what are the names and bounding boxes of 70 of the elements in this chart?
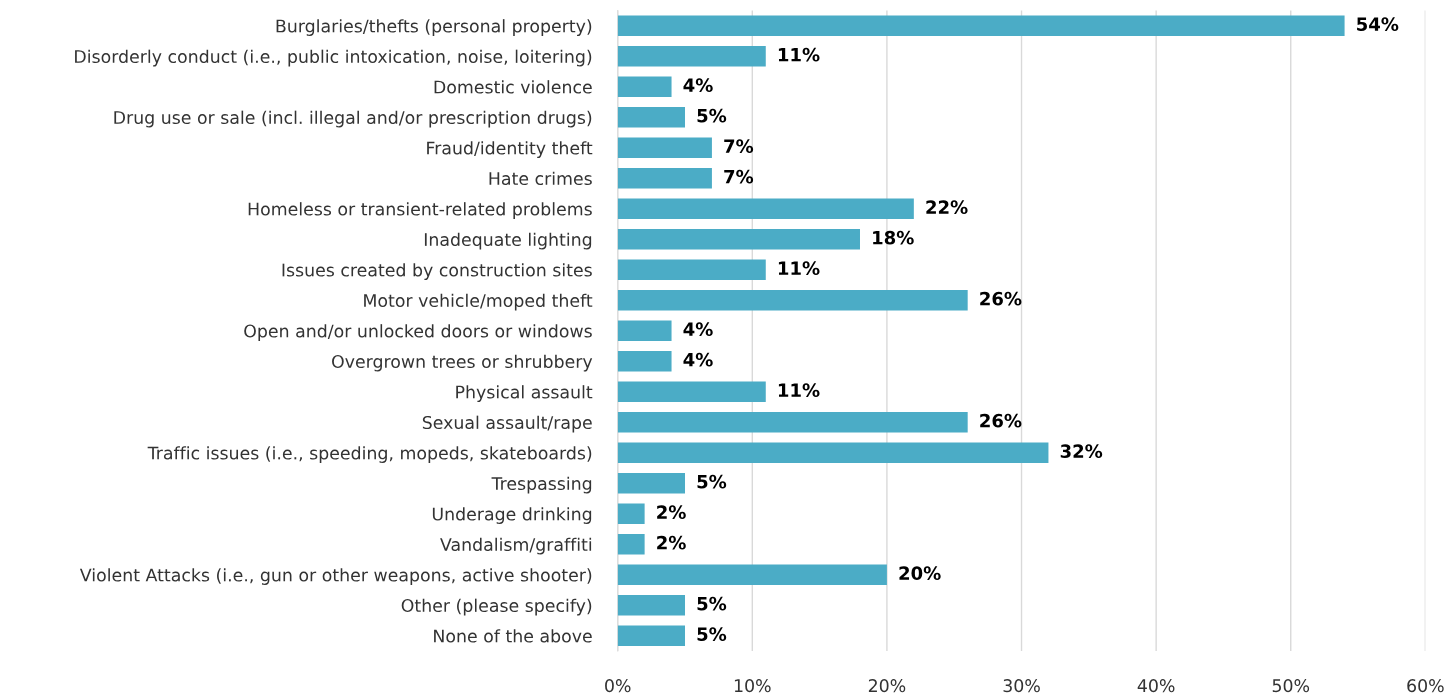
x-tick-label: 40% (1137, 679, 1175, 693)
y-tick-label: Domestic violence (434, 80, 592, 94)
data-label: 54% (1357, 17, 1399, 31)
data-label: 7% (724, 169, 754, 184)
x-tick-label: 60% (1407, 679, 1444, 693)
y-tick-label: Fraud/identity theft (427, 141, 593, 158)
data-label: 11% (778, 261, 820, 275)
bar (617, 442, 1049, 464)
x-tick-label: 50% (1272, 679, 1310, 693)
data-label: 7% (724, 139, 754, 153)
y-tick-label: Trespassing (491, 476, 592, 494)
bar (617, 472, 685, 494)
data-label: 18% (873, 230, 914, 245)
y-tick-label: Overgrown trees or shrubbery (332, 354, 593, 372)
bar (617, 381, 766, 403)
data-label: 5% (697, 596, 727, 611)
data-label: 11% (778, 47, 820, 62)
y-tick-label: Sexual assault/rape (422, 415, 592, 433)
bar (617, 533, 645, 555)
data-label: 11% (778, 383, 820, 397)
y-tick-label: Other (please specify) (401, 598, 592, 616)
y-tick-label: Motor vehicle/moped theft (364, 293, 593, 311)
y-tick-label: Homeless or transient-related problems (248, 202, 592, 219)
y-tick-label: Issues created by construction sites (282, 263, 592, 280)
data-label: 32% (1060, 444, 1103, 458)
data-label: 4% (683, 352, 713, 367)
y-tick-label: Drug use or sale (incl. illegal and/or prescription drugs) (114, 110, 592, 128)
bar (617, 350, 672, 372)
bar (617, 411, 968, 433)
bar (617, 76, 672, 98)
bar (617, 45, 766, 67)
bar (617, 198, 914, 220)
bar (617, 106, 685, 128)
x-tick-label: 0% (605, 679, 631, 693)
data-label: 20% (899, 566, 941, 580)
data-label: 4% (683, 78, 713, 92)
x-tick-label: 10% (734, 679, 771, 693)
y-tick-label: Violent Attacks (i.e., gun or other weapons, active shooter) (79, 568, 592, 585)
bar (617, 15, 1345, 37)
data-label: 22% (926, 200, 968, 214)
bar (617, 320, 672, 342)
x-tick-label: 20% (868, 679, 906, 693)
y-tick-label: Inadequate lighting (424, 232, 592, 250)
bar (617, 167, 712, 189)
y-tick-label: Burglaries/thefts (personal property) (276, 19, 592, 36)
y-tick-label: Underage drinking (432, 507, 592, 524)
data-label: 26% (980, 413, 1022, 428)
bar (617, 137, 712, 159)
bar (617, 259, 766, 281)
bar (617, 625, 685, 647)
data-label: 2% (657, 505, 686, 519)
bar (617, 289, 968, 311)
bar (617, 594, 685, 616)
y-tick-label: Disorderly conduct (i.e., public intoxication, noise, loitering) (75, 49, 592, 67)
y-tick-label: Open and/or unlocked doors or windows (244, 324, 592, 341)
y-tick-label: Traffic issues (i.e., speeding, mopeds, skateboards) (147, 446, 592, 463)
data-label: 26% (980, 291, 1022, 306)
y-tick-label: Hate crimes (489, 171, 592, 186)
data-label: 5% (697, 108, 727, 123)
x-tick-label: 30% (1003, 679, 1040, 693)
y-tick-label: None of the above (434, 629, 592, 643)
bar (617, 228, 860, 250)
y-tick-label: Physical assault (456, 385, 593, 402)
bar (617, 503, 645, 525)
data-label: 5% (697, 474, 727, 489)
bar (617, 564, 887, 586)
data-label: 5% (697, 627, 727, 641)
y-tick-label: Vandalism/graffiti (440, 537, 592, 555)
data-label: 2% (657, 535, 686, 550)
data-label: 4% (683, 322, 713, 336)
